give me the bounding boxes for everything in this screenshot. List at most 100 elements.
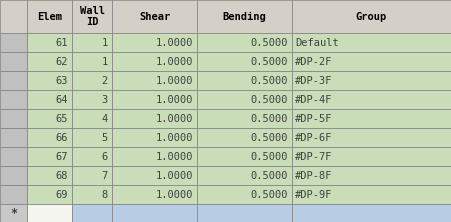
Bar [27, 185, 72, 204]
Bar [292, 166, 451, 185]
Bar [27, 71, 72, 90]
Text: 0.5000: 0.5000 [250, 133, 288, 143]
Text: 1.0000: 1.0000 [156, 151, 193, 161]
Text: 1.0000: 1.0000 [156, 190, 193, 200]
Text: 68: 68 [55, 170, 68, 180]
Bar [112, 204, 197, 222]
Text: 1.0000: 1.0000 [156, 38, 193, 48]
Bar [292, 52, 451, 71]
Bar [72, 109, 112, 128]
Text: 0.5000: 0.5000 [250, 57, 288, 67]
Bar [72, 147, 112, 166]
Text: Elem: Elem [37, 12, 62, 22]
Text: 1: 1 [102, 38, 108, 48]
Bar [72, 33, 112, 52]
Bar [27, 204, 72, 222]
Text: #DP-4F: #DP-4F [295, 95, 332, 105]
Text: 4: 4 [102, 113, 108, 123]
Text: 5: 5 [102, 133, 108, 143]
Text: 8: 8 [102, 190, 108, 200]
Text: 64: 64 [55, 95, 68, 105]
Text: 1.0000: 1.0000 [156, 57, 193, 67]
Text: Wall
ID: Wall ID [79, 6, 105, 27]
Text: 1.0000: 1.0000 [156, 75, 193, 85]
Bar [197, 185, 292, 204]
Bar [27, 0, 72, 33]
Bar [197, 90, 292, 109]
Bar [197, 71, 292, 90]
Bar [72, 166, 112, 185]
Bar [197, 109, 292, 128]
Text: 1.0000: 1.0000 [156, 170, 193, 180]
Text: #DP-7F: #DP-7F [295, 151, 332, 161]
Bar [0, 52, 27, 71]
Text: 0.5000: 0.5000 [250, 95, 288, 105]
Text: 6: 6 [102, 151, 108, 161]
Bar [72, 71, 112, 90]
Bar [292, 147, 451, 166]
Bar [27, 166, 72, 185]
Bar [112, 128, 197, 147]
Bar [197, 0, 292, 33]
Text: #DP-6F: #DP-6F [295, 133, 332, 143]
Text: 67: 67 [55, 151, 68, 161]
Text: #DP-3F: #DP-3F [295, 75, 332, 85]
Text: Bending: Bending [223, 12, 267, 22]
Bar [292, 185, 451, 204]
Bar [27, 147, 72, 166]
Text: 0.5000: 0.5000 [250, 75, 288, 85]
Text: 0.5000: 0.5000 [250, 190, 288, 200]
Bar [72, 128, 112, 147]
Bar [112, 0, 197, 33]
Bar [0, 166, 27, 185]
Text: #DP-9F: #DP-9F [295, 190, 332, 200]
Bar [0, 71, 27, 90]
Text: Group: Group [356, 12, 387, 22]
Text: 0.5000: 0.5000 [250, 151, 288, 161]
Bar [0, 147, 27, 166]
Bar [0, 0, 27, 33]
Bar [0, 204, 27, 222]
Text: 1.0000: 1.0000 [156, 113, 193, 123]
Bar [27, 90, 72, 109]
Text: 61: 61 [55, 38, 68, 48]
Bar [292, 33, 451, 52]
Bar [72, 204, 112, 222]
Bar [0, 109, 27, 128]
Text: 3: 3 [102, 95, 108, 105]
Bar [197, 147, 292, 166]
Bar [0, 33, 27, 52]
Text: #DP-5F: #DP-5F [295, 113, 332, 123]
Text: 7: 7 [102, 170, 108, 180]
Bar [27, 33, 72, 52]
Text: *: * [10, 207, 17, 220]
Text: 62: 62 [55, 57, 68, 67]
Bar [112, 147, 197, 166]
Bar [27, 128, 72, 147]
Bar [112, 52, 197, 71]
Bar [112, 185, 197, 204]
Bar [112, 166, 197, 185]
Bar [292, 90, 451, 109]
Bar [292, 128, 451, 147]
Text: 65: 65 [55, 113, 68, 123]
Bar [0, 128, 27, 147]
Bar [0, 185, 27, 204]
Bar [112, 71, 197, 90]
Bar [112, 33, 197, 52]
Bar [197, 33, 292, 52]
Bar [72, 90, 112, 109]
Bar [112, 90, 197, 109]
Bar [292, 71, 451, 90]
Text: 69: 69 [55, 190, 68, 200]
Bar [72, 52, 112, 71]
Text: 0.5000: 0.5000 [250, 38, 288, 48]
Text: 1.0000: 1.0000 [156, 133, 193, 143]
Bar [27, 109, 72, 128]
Bar [197, 204, 292, 222]
Text: #DP-2F: #DP-2F [295, 57, 332, 67]
Text: 0.5000: 0.5000 [250, 170, 288, 180]
Bar [112, 109, 197, 128]
Text: 0.5000: 0.5000 [250, 113, 288, 123]
Text: Shear: Shear [139, 12, 170, 22]
